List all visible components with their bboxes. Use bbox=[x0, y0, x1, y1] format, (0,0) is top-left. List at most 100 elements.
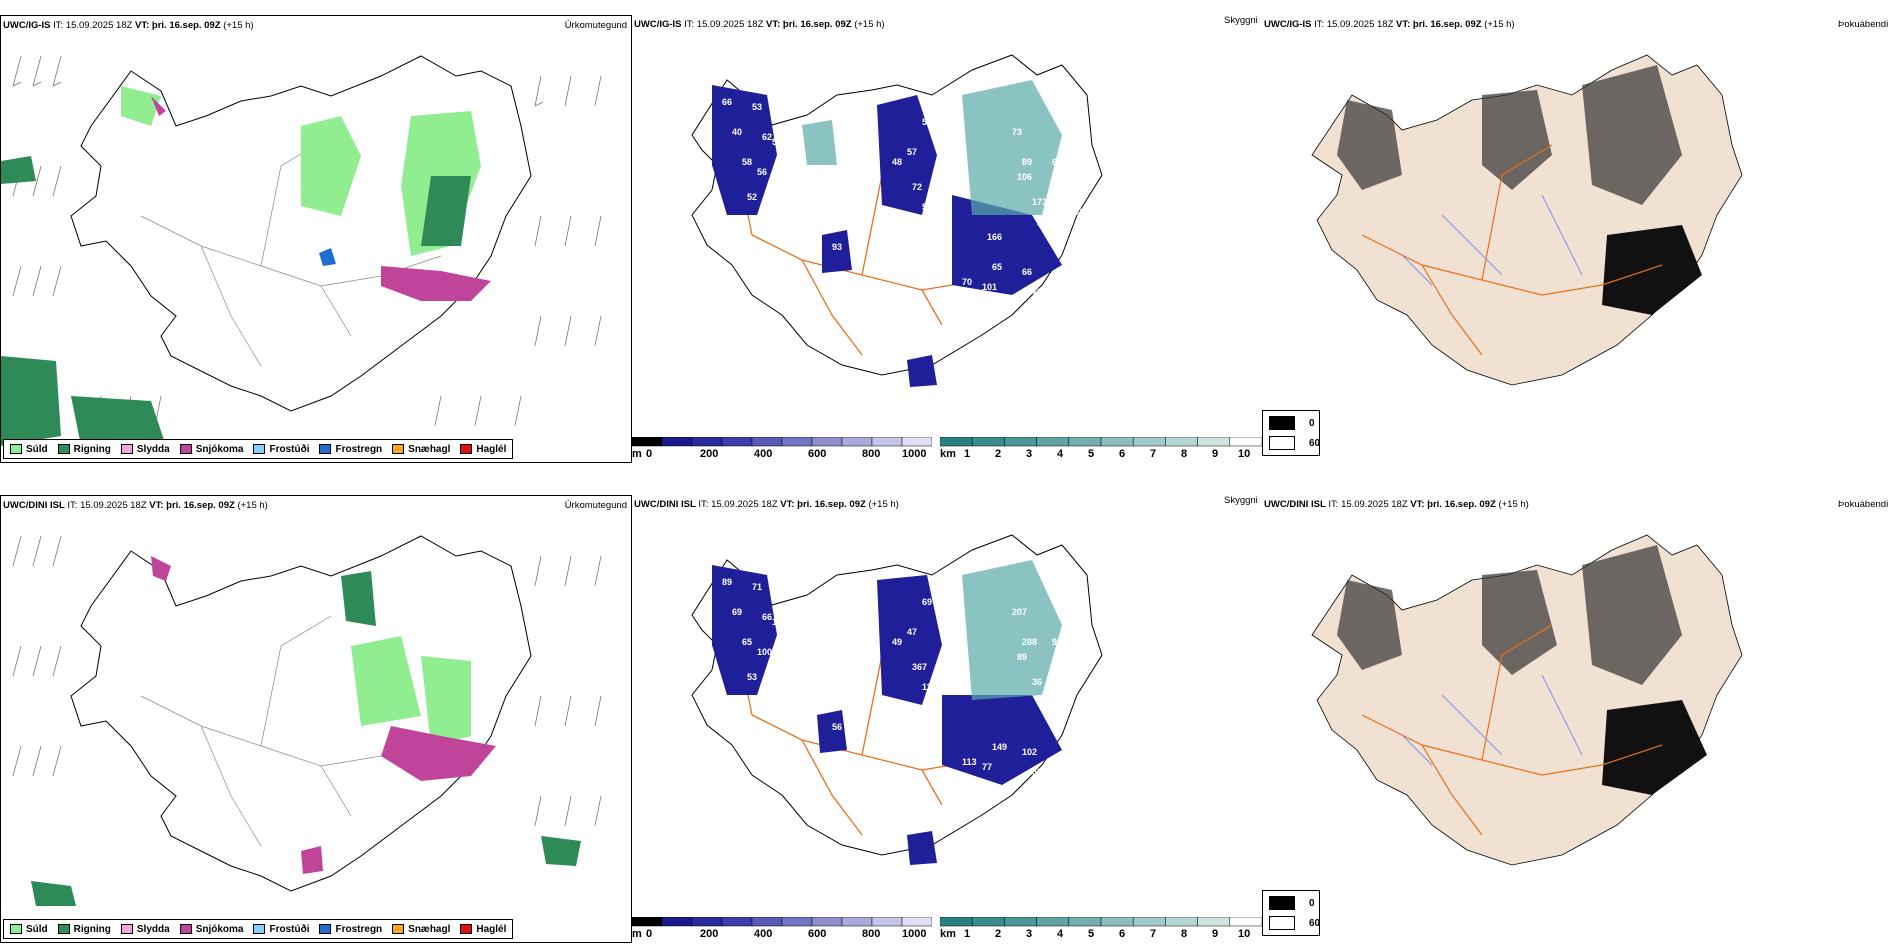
visibility-tick: 10 bbox=[1238, 448, 1251, 460]
visibility-tick: 2 bbox=[995, 928, 1002, 940]
swatch bbox=[57, 924, 70, 934]
cloud-base-label: 66 bbox=[1052, 157, 1062, 167]
panel-title: UWC/DINI ISL IT: 15.09.2025 18Z VT: þri.… bbox=[1264, 499, 1529, 510]
legend-item-freezing-drizzle: Frostúði bbox=[253, 924, 309, 935]
cloud-base-label: 51 bbox=[922, 202, 932, 212]
colorbar-segment bbox=[971, 437, 1005, 447]
panel-title: UWC/IG-IS IT: 15.09.2025 18Z VT: þri. 16… bbox=[1264, 19, 1515, 30]
colorbar-segment bbox=[940, 917, 973, 927]
colorbar-segment bbox=[1229, 437, 1262, 447]
cloud-visibility-panel-2: UWC/DINI ISL IT: 15.09.2025 18Z VT: þri.… bbox=[632, 495, 1262, 943]
visibility-unit: km bbox=[940, 448, 956, 460]
colorbar-segment bbox=[691, 917, 723, 927]
precip-type-legend: Súld Rigning Slydda Snjókoma Frostúði Fr… bbox=[3, 919, 514, 939]
colorbar-segment bbox=[1229, 917, 1262, 927]
cloud-base-label: 26 bbox=[1037, 217, 1047, 227]
road-network bbox=[721, 624, 1033, 836]
cloud-base-label: 48 bbox=[887, 737, 897, 747]
cloud-base-label: 207 bbox=[932, 232, 947, 242]
visibility-unit: km bbox=[940, 928, 956, 940]
cloud-base-label: 89 bbox=[1017, 652, 1027, 662]
legend-item-snow-pellets: Snæhagl bbox=[392, 924, 450, 935]
swatch bbox=[10, 924, 22, 934]
cloud-base-unit: m bbox=[632, 448, 642, 460]
visibility-tick: 4 bbox=[1057, 928, 1064, 940]
colorbar-segment bbox=[721, 917, 753, 927]
road-network bbox=[1361, 144, 1663, 356]
cloud-base-label: 49 bbox=[892, 637, 902, 647]
cloud-base-label: 53 bbox=[747, 672, 757, 682]
panel-title: UWC/DINI ISL IT: 15.09.2025 18Z VT: þri.… bbox=[634, 499, 899, 510]
colorbar-segment bbox=[661, 917, 693, 927]
road-network bbox=[140, 135, 442, 367]
cloud-base-label: 67 bbox=[932, 587, 942, 597]
cloud-base-tick: 1000 bbox=[902, 448, 927, 460]
cloud-base-unit: m bbox=[632, 928, 642, 940]
precip-type-panel-1: UWC/IG-IS IT: 15.09.2025 18Z VT: þri. 16… bbox=[0, 15, 632, 463]
fog-shading bbox=[1337, 545, 1682, 685]
cloud-base-tick: 0 bbox=[646, 448, 653, 460]
visibility-tick: 1 bbox=[964, 448, 971, 460]
colorbar-segment bbox=[632, 917, 663, 927]
cloud-base-tick: 400 bbox=[754, 448, 773, 460]
cloud-base-label: 59 bbox=[932, 712, 942, 722]
colorbar-segment bbox=[1100, 437, 1134, 447]
colorbar-segment bbox=[1068, 437, 1102, 447]
colorbar-segment bbox=[1197, 437, 1231, 447]
cloud-base-tick: 200 bbox=[700, 928, 719, 940]
precip-type-legend: Súld Rigning Slydda Snjókoma Frostúði Fr… bbox=[3, 439, 514, 459]
fog-index-panel-2: UWC/DINI ISL IT: 15.09.2025 18Z VT: þri.… bbox=[1262, 495, 1900, 943]
iceland-outline bbox=[70, 55, 532, 412]
fog-index-label: Þokuábendi bbox=[1838, 19, 1889, 30]
cloud-base-label: 56 bbox=[832, 722, 842, 732]
swatch bbox=[179, 924, 192, 934]
cloud-base-label: 79 bbox=[1052, 227, 1062, 237]
cloud-base-label: 66 bbox=[1022, 267, 1032, 277]
cloud-base-label: 58 bbox=[927, 742, 937, 752]
cloud-base-label: 113 bbox=[922, 682, 937, 692]
colorbar-segment bbox=[691, 437, 723, 447]
cloud-base-label: 100 bbox=[757, 647, 772, 657]
cloud-base-label: 65 bbox=[992, 262, 1002, 272]
swatch bbox=[460, 444, 473, 454]
cloud-base-label: 73 bbox=[1032, 287, 1042, 297]
cloud-base-label: 50 bbox=[847, 617, 857, 627]
cloud-base-label: 173 bbox=[1032, 197, 1047, 207]
visibility-label: Skyggni bbox=[1224, 495, 1258, 506]
precip-map bbox=[12, 535, 602, 906]
cloud-base-label: 56 bbox=[757, 167, 767, 177]
fog-index-legend: 0 60 bbox=[1262, 890, 1320, 936]
cloud-base-label: 48 bbox=[892, 157, 902, 167]
colorbar-segment bbox=[751, 437, 783, 447]
legend-item-sleet: Slydda bbox=[120, 924, 170, 935]
wind-barbs bbox=[12, 55, 602, 427]
cloud-base-label: 77 bbox=[982, 762, 992, 772]
legend-item-drizzle: Súld bbox=[10, 924, 48, 935]
legend-item-freezing-rain: Frostregn bbox=[319, 924, 382, 935]
swatch bbox=[57, 444, 70, 454]
cloud-base-label: 66 bbox=[722, 97, 732, 107]
swatch bbox=[1269, 436, 1295, 450]
road-network bbox=[1361, 624, 1663, 836]
colorbar-segment bbox=[1197, 917, 1231, 927]
visibility-colorbar-strip bbox=[940, 437, 1262, 447]
cloud-base-label: 71 bbox=[752, 582, 762, 592]
cloud-base-colorbar: m 0 200 400 600 800 1000 bbox=[632, 437, 932, 463]
cloud-base-label: 47 bbox=[772, 697, 782, 707]
legend-item-hail: Haglél bbox=[460, 924, 506, 935]
swatch bbox=[319, 444, 332, 454]
cloud-base-colorbar-strip bbox=[632, 437, 932, 447]
visibility-tick: 7 bbox=[1150, 928, 1157, 940]
fog-map bbox=[1311, 54, 1743, 386]
colorbar-segment bbox=[1004, 917, 1037, 927]
cloud-base-label: 60 bbox=[902, 247, 912, 257]
legend-item-drizzle: Súld bbox=[10, 444, 48, 455]
cloud-base-label: 40 bbox=[732, 127, 742, 137]
cloud-base-label: 69 bbox=[732, 607, 742, 617]
fog-shading bbox=[1337, 65, 1682, 205]
panel-title: UWC/IG-IS IT: 15.09.2025 18Z VT: þri. 16… bbox=[3, 20, 254, 31]
visibility-tick: 9 bbox=[1212, 928, 1219, 940]
visibility-areas bbox=[962, 560, 1062, 700]
